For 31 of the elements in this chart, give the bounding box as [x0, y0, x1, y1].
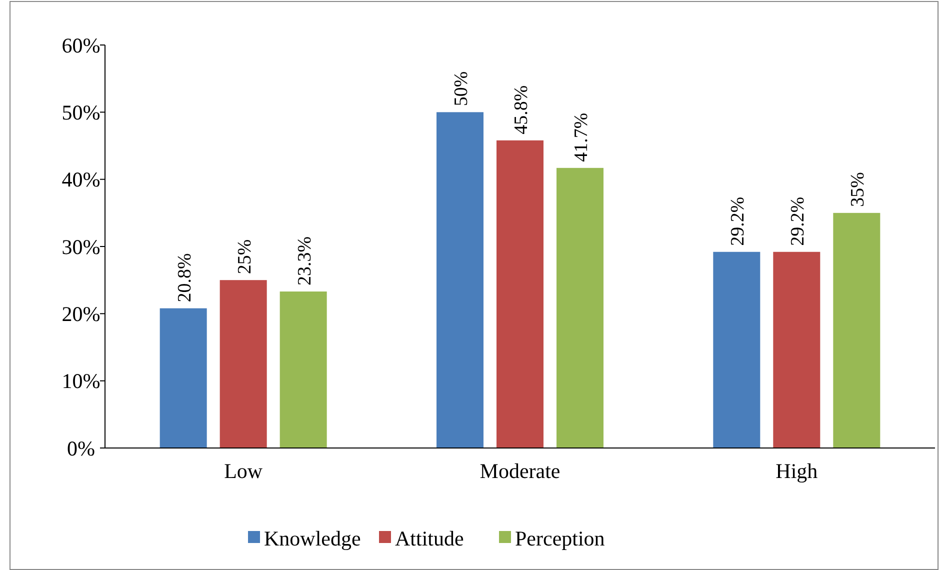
legend-label: Knowledge [264, 526, 361, 550]
x-tick-label: Low [224, 459, 264, 483]
bar [773, 252, 820, 448]
data-label: 35% [848, 172, 869, 207]
bar [713, 252, 760, 448]
y-tick-label: 30% [62, 234, 100, 259]
x-tick-label: Moderate [480, 459, 560, 483]
legend-label: Perception [515, 526, 606, 550]
data-label: 29.2% [728, 196, 749, 246]
bar [496, 140, 544, 448]
data-label: 23.3% [294, 236, 316, 286]
y-tick-label: 40% [62, 168, 100, 192]
bar [160, 308, 207, 448]
bar [833, 212, 880, 448]
bar [220, 280, 267, 448]
y-tick-label: 20% [62, 302, 100, 326]
bar [436, 112, 484, 448]
y-tick-label: 10% [62, 369, 100, 394]
data-label: 20.8% [174, 253, 196, 302]
y-tick-label: 0% [67, 436, 95, 460]
data-label: 45.8% [511, 85, 532, 134]
data-label: 29.2% [788, 196, 809, 246]
bar [280, 292, 327, 448]
data-label: 25% [234, 239, 256, 274]
y-tick-label: 50% [62, 100, 100, 125]
legend-label: Attitude [395, 526, 464, 550]
y-tick-label: 60% [62, 33, 100, 58]
data-label: 41.7% [571, 112, 592, 162]
x-tick-label: High [776, 459, 818, 483]
bar [556, 168, 604, 448]
data-label: 50% [451, 71, 472, 106]
